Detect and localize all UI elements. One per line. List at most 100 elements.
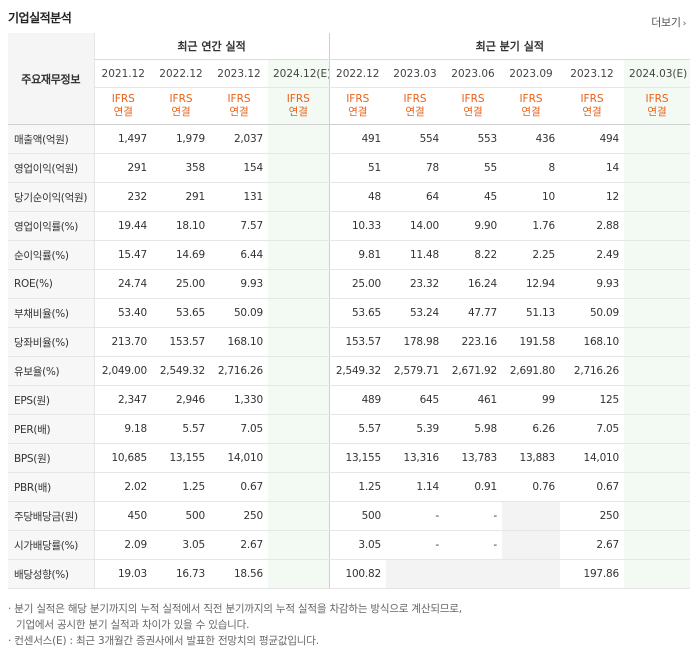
annual-value: 2,549.32 — [152, 356, 210, 386]
annual-value: 291 — [152, 182, 210, 212]
row-label: 부채비율(%) — [8, 298, 94, 328]
footnote-1: · 분기 실적은 해당 분기까지의 누적 실적에서 직전 분기까지의 누적 실적… — [8, 603, 462, 615]
quarter-value: 48 — [328, 182, 387, 212]
annual-value: 291 — [93, 153, 152, 183]
period-header: 2022.12 — [152, 59, 210, 88]
annual-value: 2.02 — [93, 472, 152, 502]
row-label: 유보율(%) — [8, 356, 94, 386]
quarter-value: 0.67 — [560, 472, 625, 502]
quarter-value: 53.24 — [386, 298, 445, 328]
annual-value: 18.10 — [152, 211, 210, 241]
table-row: EPS(원) 2,347 2,946 1,330 489 645 461 99 125 — [8, 385, 691, 415]
quarter-value: 13,783 — [444, 443, 503, 473]
annual-value: 0.67 — [210, 472, 268, 502]
financial-table: 주요재무정보 최근 연간 실적 최근 분기 실적 2021.12 2022.12 2… — [8, 33, 691, 589]
quarter-value: 191.58 — [502, 327, 561, 357]
consolidated-label: 연결 — [463, 106, 483, 118]
quarter-value: 500 — [328, 501, 387, 531]
ifrs-label: IFRS — [461, 93, 485, 105]
ifrs-badge: IFRS 연결 — [268, 87, 330, 125]
ifrs-label: IFRS — [286, 93, 310, 105]
table-row: 배당성향(%) 19.03 16.73 18.56 100.82 197.86 — [8, 559, 691, 589]
quarter-value: 8.22 — [444, 240, 503, 270]
annual-value — [268, 240, 330, 270]
quarter-value — [624, 298, 691, 328]
annual-value: 131 — [210, 182, 268, 212]
annual-value: 168.10 — [210, 327, 268, 357]
footnotes: · 분기 실적은 해당 분기까지의 누적 실적에서 직전 분기까지의 누적 실적… — [8, 601, 690, 649]
ifrs-badge: IFRS 연결 — [560, 87, 625, 125]
annual-value — [268, 501, 330, 531]
quarter-value: 2,549.32 — [328, 356, 387, 386]
consolidated-label: 연결 — [229, 106, 249, 118]
quarter-value: 489 — [328, 385, 387, 415]
annual-value: 9.93 — [210, 269, 268, 299]
quarter-value: 0.76 — [502, 472, 561, 502]
quarter-value: 2,691.80 — [502, 356, 561, 386]
ifrs-badge: IFRS 연결 — [624, 87, 691, 125]
table-row: 영업이익(억원) 291 358 154 51 78 55 8 14 — [8, 153, 691, 183]
quarter-value — [624, 327, 691, 357]
ifrs-badge: IFRS 연결 — [210, 87, 268, 125]
row-label: 시가배당률(%) — [8, 530, 94, 560]
quarter-value — [502, 559, 561, 589]
quarter-value: 3.05 — [328, 530, 387, 560]
consolidated-label: 연결 — [647, 106, 667, 118]
ifrs-label: IFRS — [645, 93, 669, 105]
annual-value: 1.25 — [152, 472, 210, 502]
quarter-value: 7.05 — [560, 414, 625, 444]
more-link[interactable]: 더보기 › — [651, 14, 686, 30]
annual-value: 50.09 — [210, 298, 268, 328]
period-header: 2024.12(E) — [268, 59, 330, 88]
period-header: 2023.06 — [444, 59, 503, 88]
annual-value: 213.70 — [93, 327, 152, 357]
quarter-value: 5.39 — [386, 414, 445, 444]
quarter-value — [624, 530, 691, 560]
more-label: 더보기 — [651, 16, 681, 29]
quarter-value — [624, 356, 691, 386]
annual-value: 153.57 — [152, 327, 210, 357]
annual-value: 2.09 — [93, 530, 152, 560]
annual-value: 2,347 — [93, 385, 152, 415]
quarter-value: 51 — [328, 153, 387, 183]
table-row: 매출액(억원) 1,497 1,979 2,037 491 554 553 436 494 — [8, 124, 691, 154]
row-label: 영업이익(억원) — [8, 153, 94, 183]
table-row: PBR(배) 2.02 1.25 0.67 1.25 1.14 0.91 0.76 0.67 — [8, 472, 691, 502]
chevron-right-icon: › — [682, 19, 687, 29]
annual-value — [268, 443, 330, 473]
consolidated-label: 연결 — [521, 106, 541, 118]
table-row: 부채비율(%) 53.40 53.65 50.09 53.65 53.24 47.77 51.… — [8, 298, 691, 328]
annual-value — [268, 530, 330, 560]
annual-value — [268, 414, 330, 444]
annual-value: 10,685 — [93, 443, 152, 473]
consolidated-label: 연결 — [405, 106, 425, 118]
quarter-value: 2.49 — [560, 240, 625, 270]
quarter-value: 10 — [502, 182, 561, 212]
quarter-value: 13,316 — [386, 443, 445, 473]
quarter-value: 51.13 — [502, 298, 561, 328]
quarter-value: 553 — [444, 124, 503, 154]
ifrs-badge: IFRS 연결 — [93, 87, 152, 125]
quarter-group-header: 최근 분기 실적 — [328, 33, 691, 60]
quarter-value: 9.93 — [560, 269, 625, 299]
consolidated-label: 연결 — [171, 106, 191, 118]
quarter-value — [624, 443, 691, 473]
annual-value — [268, 327, 330, 357]
table-row: 영업이익률(%) 19.44 18.10 7.57 10.33 14.00 9.90 1.76… — [8, 211, 691, 241]
quarter-value: 14.00 — [386, 211, 445, 241]
quarter-value — [624, 559, 691, 589]
quarter-value: 13,883 — [502, 443, 561, 473]
table-row: PER(배) 9.18 5.57 7.05 5.57 5.39 5.98 6.26 7.05 — [8, 414, 691, 444]
annual-value: 53.40 — [93, 298, 152, 328]
annual-value: 9.18 — [93, 414, 152, 444]
quarter-value: 13,155 — [328, 443, 387, 473]
section-title: 기업실적분석 — [8, 11, 72, 25]
annual-value: 19.03 — [93, 559, 152, 589]
row-label-header: 주요재무정보 — [8, 33, 94, 125]
annual-value: 7.05 — [210, 414, 268, 444]
annual-value: 14.69 — [152, 240, 210, 270]
quarter-value — [502, 530, 561, 560]
table-row: ROE(%) 24.74 25.00 9.93 25.00 23.32 16.24 12.94… — [8, 269, 691, 299]
ifrs-label: IFRS — [580, 93, 604, 105]
